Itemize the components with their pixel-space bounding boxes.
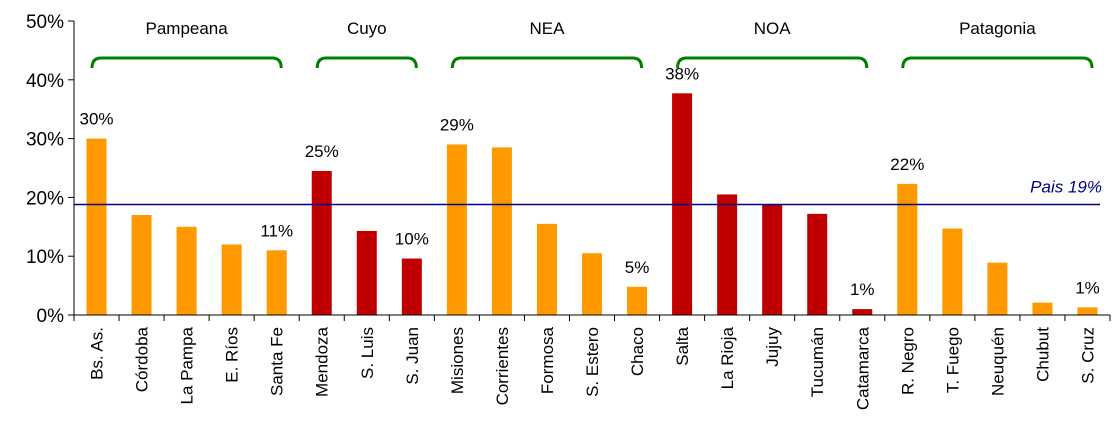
x-tick-label: S. Cruz — [1078, 327, 1097, 384]
region-brace — [450, 56, 644, 69]
x-tick-label: Neuquén — [988, 327, 1007, 396]
x-tick-label: S. Luis — [358, 327, 377, 379]
y-tick-label: 0% — [37, 306, 65, 327]
data-label: 25% — [305, 142, 339, 161]
x-tick-label: Chaco — [628, 327, 647, 376]
bar — [852, 309, 873, 315]
data-label: 1% — [850, 280, 875, 299]
bar — [221, 244, 242, 315]
x-tick-label: Mendoza — [313, 326, 332, 396]
data-label: 29% — [440, 115, 474, 134]
x-tick-label: Catamarca — [853, 326, 872, 410]
region-label: NEA — [529, 19, 565, 38]
data-label: 1% — [1075, 278, 1100, 297]
bar — [446, 144, 467, 315]
region-label: Cuyo — [347, 19, 387, 38]
data-label: 10% — [395, 230, 429, 249]
data-label: 11% — [260, 221, 293, 240]
x-tick-label: S. Estero — [583, 327, 602, 397]
reference-line-label: Pais 19% — [1030, 177, 1102, 196]
x-tick-label: Misiones — [448, 327, 467, 394]
x-tick-label: Bs. As. — [88, 327, 107, 380]
x-tick-label: Formosa — [538, 326, 557, 394]
reference-line-group: Pais 19% — [74, 177, 1102, 206]
x-tick-label: E. Ríos — [223, 327, 242, 383]
bar — [536, 223, 557, 315]
region-label: NOA — [754, 19, 792, 38]
bar — [582, 253, 602, 315]
region-brace — [315, 56, 418, 69]
data-label: 30% — [80, 110, 114, 129]
bar — [762, 204, 783, 315]
x-tick-label: S. Juan — [403, 327, 422, 385]
region-groups: Pampeana Cuyo NEA NOA Patagonia — [90, 19, 1094, 69]
x-tick-label: Santa Fe — [268, 327, 287, 396]
x-tick-label: T. Fuego — [943, 327, 962, 393]
x-tick-label: Salta — [673, 326, 692, 365]
bar — [401, 258, 422, 315]
x-tick-label: Tucumán — [808, 327, 827, 397]
y-tick-label: 40% — [26, 71, 64, 92]
x-tick-label: Chubut — [1033, 327, 1052, 382]
bar — [266, 250, 287, 315]
bar — [311, 170, 332, 315]
bar — [491, 147, 512, 315]
bar — [1032, 302, 1053, 315]
x-tick-label: Corrientes — [493, 327, 512, 405]
region-brace — [676, 56, 869, 69]
x-tick-label: Jujuy — [763, 327, 782, 367]
bar — [717, 194, 738, 315]
y-tick-label: 20% — [26, 188, 64, 209]
data-label: 22% — [890, 155, 924, 174]
y-tick-label: 30% — [26, 130, 64, 151]
x-tick-label: La Rioja — [718, 326, 737, 389]
region-brace — [901, 56, 1094, 69]
region-label: Patagonia — [959, 19, 1036, 38]
data-labels: 30% 11% 25% 10% 29% 5% 38% 1% 22% 1% — [80, 64, 1100, 299]
data-label: 38% — [665, 64, 699, 83]
x-tick-label: Córdoba — [133, 326, 152, 392]
x-tick-label: La Pampa — [178, 326, 197, 404]
bar — [131, 215, 152, 315]
bar — [942, 228, 963, 315]
bar — [897, 183, 918, 315]
bar — [1077, 307, 1098, 315]
region-label: Pampeana — [145, 19, 228, 38]
bar — [176, 226, 197, 315]
y-tick-label: 50% — [26, 12, 64, 33]
bar — [86, 138, 107, 315]
data-label: 5% — [625, 258, 650, 277]
region-brace — [90, 56, 283, 69]
bar — [807, 213, 828, 315]
x-tick-label: R. Negro — [898, 327, 917, 395]
y-tick-label: 10% — [26, 247, 64, 268]
bar — [356, 230, 377, 315]
bar — [987, 262, 1008, 315]
axes: 0% 10% 20% 30% 40% 50% Bs. As. Córdoba La Pampa E… — [26, 12, 1111, 410]
bar — [627, 286, 648, 315]
